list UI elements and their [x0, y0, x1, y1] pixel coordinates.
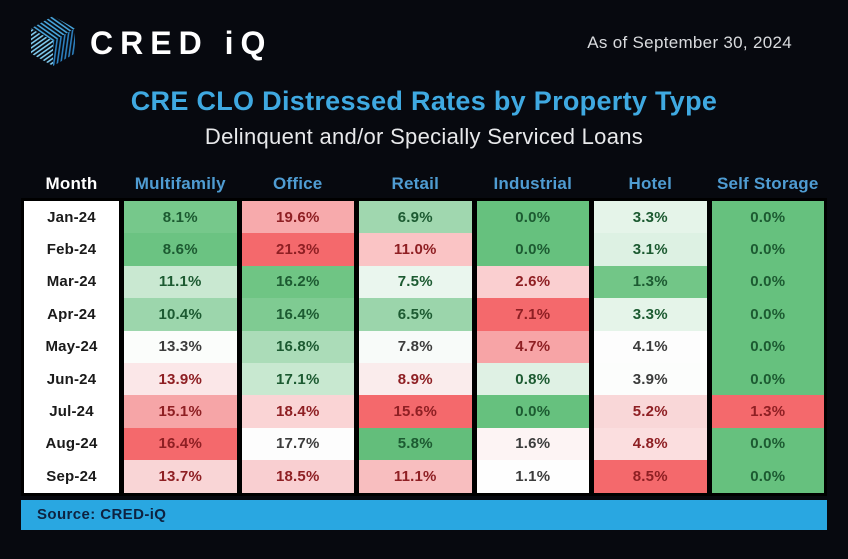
- value-cell: 3.1%: [594, 233, 707, 266]
- value-cell: 18.4%: [241, 395, 354, 428]
- column-header: Multifamily: [134, 174, 226, 193]
- month-cell: May-24: [24, 330, 119, 363]
- value-cell: 11.1%: [124, 265, 237, 299]
- table-body: Jan-24 8.1% 19.6% 6.9% 0.0% 3.3% 0.0% Feb-24 8.6…: [21, 198, 827, 496]
- value-cell: 11.1%: [359, 460, 472, 493]
- value-cell: 13.9%: [124, 362, 237, 396]
- value-cell: 3.3%: [594, 201, 707, 234]
- value-cell: 21.3%: [241, 233, 354, 266]
- value-cell: 0.0%: [711, 265, 824, 299]
- month-cell: Jun-24: [24, 362, 119, 396]
- value-cell: 13.3%: [124, 330, 237, 363]
- value-cell: 7.8%: [359, 330, 472, 363]
- brand-logo: CRED iQ: [28, 15, 272, 72]
- value-cell: 11.0%: [359, 233, 472, 266]
- top-brand-bar: CRED iQ As of September 30, 2024: [0, 0, 848, 72]
- value-cell: 1.6%: [476, 427, 589, 461]
- value-cell: 0.0%: [711, 201, 824, 234]
- value-cell: 4.8%: [594, 427, 707, 461]
- value-cell: 5.2%: [594, 395, 707, 428]
- row-header-label: Month: [45, 174, 98, 193]
- value-cell: 0.0%: [476, 395, 589, 428]
- month-cell: Mar-24: [24, 265, 119, 299]
- value-cell: 8.6%: [124, 233, 237, 266]
- value-cell: 0.0%: [711, 233, 824, 266]
- page-subtitle: Delinquent and/or Specially Serviced Loa…: [204, 124, 644, 149]
- value-cell: 0.0%: [711, 427, 824, 461]
- value-cell: 8.1%: [124, 201, 237, 234]
- value-cell: 7.1%: [476, 298, 589, 331]
- value-cell: 0.0%: [711, 330, 824, 363]
- value-cell: 0.8%: [476, 362, 589, 396]
- column-header: Retail: [391, 174, 439, 193]
- crediq-cube-icon: [28, 15, 78, 72]
- value-cell: 17.1%: [241, 362, 354, 396]
- source-bar: Source: CRED-iQ: [21, 499, 827, 530]
- column-header: Office: [273, 174, 323, 193]
- month-cell: Sep-24: [24, 460, 119, 493]
- value-cell: 3.9%: [594, 362, 707, 396]
- value-cell: 7.5%: [359, 265, 472, 299]
- brand-wordmark: CRED iQ: [90, 24, 273, 61]
- value-cell: 0.0%: [711, 460, 824, 493]
- value-cell: 8.5%: [594, 460, 707, 493]
- page-title: CRE CLO Distressed Rates by Property Typ…: [130, 86, 718, 116]
- heatmap-table: Month Multifamily Office Retail Industrial Ho…: [21, 167, 827, 496]
- column-header: Self Storage: [716, 174, 819, 193]
- value-cell: 13.7%: [124, 460, 237, 493]
- table-header-row: Month Multifamily Office Retail Industrial Ho…: [21, 167, 827, 194]
- month-cell: Aug-24: [24, 427, 119, 461]
- value-cell: 10.4%: [124, 298, 237, 331]
- value-cell: 4.7%: [476, 330, 589, 363]
- value-cell: 16.2%: [241, 265, 354, 299]
- value-cell: 19.6%: [241, 201, 354, 234]
- value-cell: 6.5%: [359, 298, 472, 331]
- value-cell: 0.0%: [476, 233, 589, 266]
- value-cell: 8.9%: [359, 362, 472, 396]
- value-cell: 15.6%: [359, 395, 472, 428]
- value-cell: 1.1%: [476, 460, 589, 493]
- value-cell: 16.4%: [124, 427, 237, 461]
- value-cell: 16.8%: [241, 330, 354, 363]
- value-cell: 16.4%: [241, 298, 354, 331]
- month-cell: Apr-24: [24, 298, 119, 331]
- month-cell: Feb-24: [24, 233, 119, 266]
- value-cell: 0.0%: [476, 201, 589, 234]
- value-cell: 6.9%: [359, 201, 472, 234]
- value-cell: 4.1%: [594, 330, 707, 363]
- value-cell: 15.1%: [124, 395, 237, 428]
- column-header: Industrial: [493, 174, 572, 193]
- month-cell: Jul-24: [24, 395, 119, 428]
- value-cell: 0.0%: [711, 298, 824, 331]
- column-header: Hotel: [628, 174, 672, 193]
- value-cell: 2.6%: [476, 265, 589, 299]
- value-cell: 0.0%: [711, 362, 824, 396]
- value-cell: 17.7%: [241, 427, 354, 461]
- value-cell: 1.3%: [594, 265, 707, 299]
- month-cell: Jan-24: [24, 201, 119, 234]
- as-of-date: As of September 30, 2024: [587, 33, 792, 52]
- value-cell: 18.5%: [241, 460, 354, 493]
- value-cell: 1.3%: [711, 395, 824, 428]
- value-cell: 5.8%: [359, 427, 472, 461]
- value-cell: 3.3%: [594, 298, 707, 331]
